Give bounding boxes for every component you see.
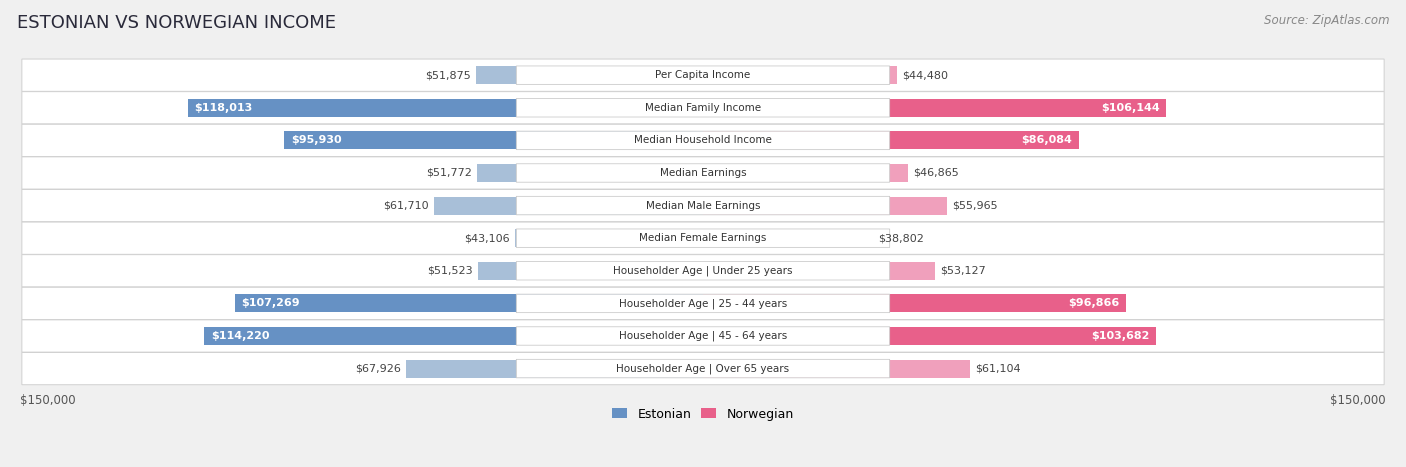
Legend: Estonian, Norwegian: Estonian, Norwegian xyxy=(607,403,799,425)
Text: $96,866: $96,866 xyxy=(1069,298,1119,308)
Text: $44,480: $44,480 xyxy=(903,70,949,80)
FancyBboxPatch shape xyxy=(516,196,890,215)
Text: Householder Age | Under 25 years: Householder Age | Under 25 years xyxy=(613,266,793,276)
Text: $43,106: $43,106 xyxy=(464,233,509,243)
FancyBboxPatch shape xyxy=(22,92,1384,124)
Text: $51,523: $51,523 xyxy=(427,266,472,276)
FancyBboxPatch shape xyxy=(516,327,890,345)
FancyBboxPatch shape xyxy=(22,59,1384,92)
FancyBboxPatch shape xyxy=(22,222,1384,255)
FancyBboxPatch shape xyxy=(22,157,1384,189)
Text: Median Family Income: Median Family Income xyxy=(645,103,761,113)
Bar xyxy=(703,360,970,377)
Bar xyxy=(477,66,703,84)
Text: Householder Age | 25 - 44 years: Householder Age | 25 - 44 years xyxy=(619,298,787,309)
Text: Source: ZipAtlas.com: Source: ZipAtlas.com xyxy=(1264,14,1389,27)
Text: ESTONIAN VS NORWEGIAN INCOME: ESTONIAN VS NORWEGIAN INCOME xyxy=(17,14,336,32)
Text: $95,930: $95,930 xyxy=(291,135,342,145)
Bar xyxy=(703,294,1126,312)
FancyBboxPatch shape xyxy=(22,353,1384,385)
Bar xyxy=(703,99,1167,117)
FancyBboxPatch shape xyxy=(516,99,890,117)
FancyBboxPatch shape xyxy=(516,360,890,378)
FancyBboxPatch shape xyxy=(22,190,1384,222)
Text: Median Female Earnings: Median Female Earnings xyxy=(640,233,766,243)
Bar xyxy=(703,131,1078,149)
Text: Median Male Earnings: Median Male Earnings xyxy=(645,201,761,211)
FancyBboxPatch shape xyxy=(516,164,890,182)
Text: $86,084: $86,084 xyxy=(1021,135,1073,145)
FancyBboxPatch shape xyxy=(516,131,890,149)
FancyBboxPatch shape xyxy=(22,287,1384,319)
FancyBboxPatch shape xyxy=(516,229,890,248)
Text: $103,682: $103,682 xyxy=(1091,331,1149,341)
Text: $61,710: $61,710 xyxy=(382,201,429,211)
Bar xyxy=(478,262,703,280)
Bar xyxy=(703,164,908,182)
FancyBboxPatch shape xyxy=(516,262,890,280)
Text: $51,772: $51,772 xyxy=(426,168,471,178)
Text: $46,865: $46,865 xyxy=(912,168,959,178)
Text: $114,220: $114,220 xyxy=(211,331,270,341)
Text: $38,802: $38,802 xyxy=(877,233,924,243)
Bar xyxy=(703,66,897,84)
FancyBboxPatch shape xyxy=(22,124,1384,156)
Bar xyxy=(515,229,703,247)
Text: $106,144: $106,144 xyxy=(1101,103,1160,113)
Bar xyxy=(284,131,703,149)
Text: Per Capita Income: Per Capita Income xyxy=(655,70,751,80)
Text: $118,013: $118,013 xyxy=(194,103,253,113)
Bar xyxy=(703,197,948,214)
Bar xyxy=(204,327,703,345)
Bar xyxy=(406,360,703,377)
Bar xyxy=(703,262,935,280)
Text: $55,965: $55,965 xyxy=(953,201,998,211)
FancyBboxPatch shape xyxy=(516,66,890,85)
Bar xyxy=(703,229,872,247)
Bar xyxy=(235,294,703,312)
Bar xyxy=(477,164,703,182)
Bar xyxy=(703,327,1156,345)
Text: $61,104: $61,104 xyxy=(974,364,1021,374)
Text: Householder Age | 45 - 64 years: Householder Age | 45 - 64 years xyxy=(619,331,787,341)
FancyBboxPatch shape xyxy=(22,255,1384,287)
Bar xyxy=(188,99,703,117)
Bar xyxy=(433,197,703,214)
Text: $51,875: $51,875 xyxy=(426,70,471,80)
FancyBboxPatch shape xyxy=(516,294,890,312)
Text: $107,269: $107,269 xyxy=(242,298,299,308)
Text: Householder Age | Over 65 years: Householder Age | Over 65 years xyxy=(616,363,790,374)
FancyBboxPatch shape xyxy=(22,320,1384,352)
Text: $67,926: $67,926 xyxy=(356,364,401,374)
Text: Median Household Income: Median Household Income xyxy=(634,135,772,145)
Text: $53,127: $53,127 xyxy=(941,266,986,276)
Text: Median Earnings: Median Earnings xyxy=(659,168,747,178)
